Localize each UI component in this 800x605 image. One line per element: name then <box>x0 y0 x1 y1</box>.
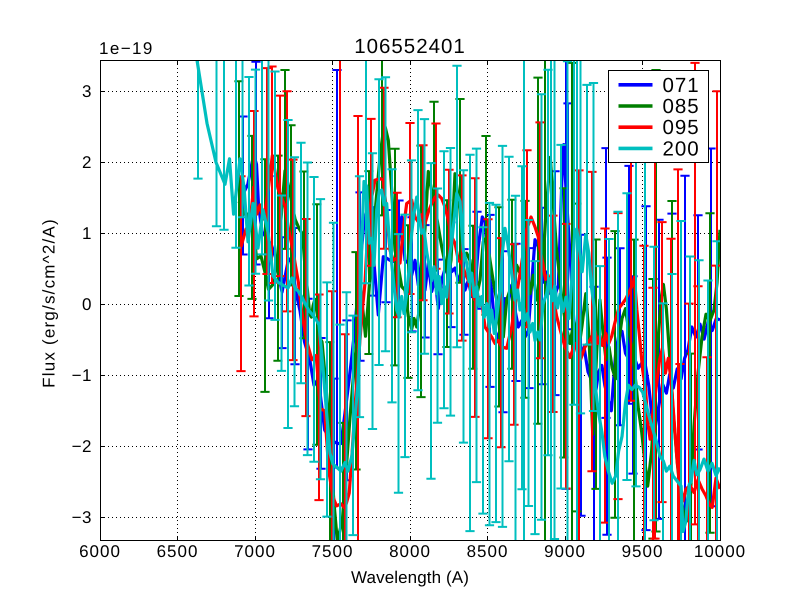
svg-text:095: 095 <box>663 116 700 139</box>
svg-text:071: 071 <box>663 74 700 97</box>
svg-text:0: 0 <box>82 295 92 314</box>
svg-text:200: 200 <box>663 137 700 160</box>
svg-text:−1: −1 <box>72 366 92 385</box>
svg-text:Flux (erg/s/cm^2/A): Flux (erg/s/cm^2/A) <box>40 218 59 388</box>
svg-text:1e−19: 1e−19 <box>99 39 154 58</box>
svg-text:106552401: 106552401 <box>354 35 466 58</box>
svg-text:−3: −3 <box>72 508 92 527</box>
svg-text:9500: 9500 <box>622 542 664 561</box>
svg-text:9000: 9000 <box>544 542 586 561</box>
svg-text:7500: 7500 <box>312 542 354 561</box>
svg-text:8500: 8500 <box>467 542 509 561</box>
svg-text:1: 1 <box>82 224 92 243</box>
svg-text:085: 085 <box>663 95 700 118</box>
svg-text:2: 2 <box>82 153 92 172</box>
svg-text:6000: 6000 <box>79 542 121 561</box>
svg-text:7000: 7000 <box>234 542 276 561</box>
svg-text:−2: −2 <box>72 437 92 456</box>
svg-text:10000: 10000 <box>694 542 746 561</box>
svg-text:8000: 8000 <box>389 542 431 561</box>
svg-text:Wavelength (A): Wavelength (A) <box>351 568 469 587</box>
svg-text:6500: 6500 <box>157 542 199 561</box>
svg-text:3: 3 <box>82 82 92 101</box>
